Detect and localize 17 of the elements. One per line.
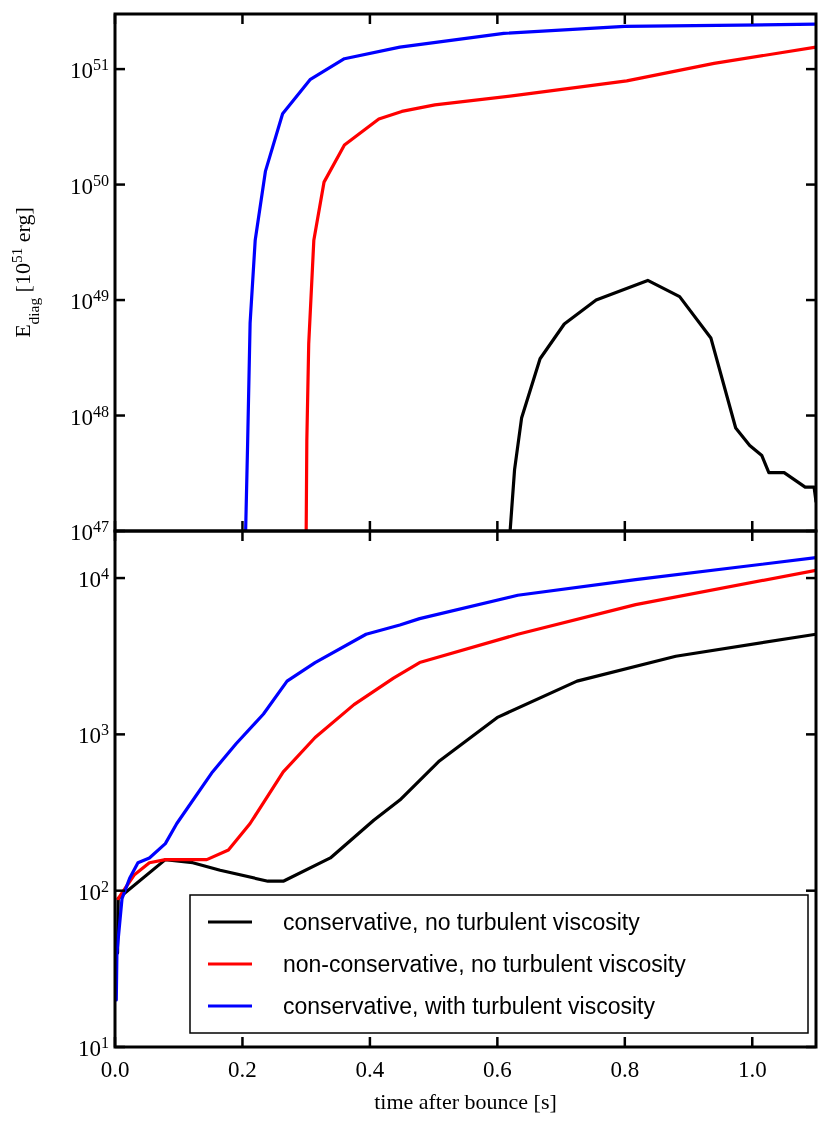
x-tick-label: 0.4: [355, 1057, 385, 1082]
y-tick-label: 10$^{49}$: [69, 286, 109, 315]
y-tick-label: 10$^{3}$: [77, 720, 109, 749]
y-tick-label: 10$^{47}$: [69, 517, 109, 545]
y-tick-label: 10$^{2}$: [77, 877, 109, 905]
legend-label: non-conservative, no turbulent viscosity: [283, 951, 687, 977]
y-tick-label: 10$^{51}$: [69, 55, 109, 84]
y-tick-label: 10$^{48}$: [69, 402, 109, 430]
y-tick-label: 10$^{4}$: [77, 564, 109, 593]
x-tick-label: 1.0: [737, 1057, 767, 1082]
legend-label: conservative, with turbulent viscosity: [283, 993, 656, 1019]
x-tick-label: 0.8: [610, 1057, 640, 1082]
x-axis-title: time after bounce [s]: [374, 1089, 557, 1114]
legend-label: conservative, no turbulent viscosity: [283, 909, 641, 935]
x-tick-label: 0.2: [228, 1057, 257, 1082]
y-tick-label: 10$^{50}$: [69, 171, 109, 199]
x-tick-label: 0.6: [482, 1057, 512, 1082]
